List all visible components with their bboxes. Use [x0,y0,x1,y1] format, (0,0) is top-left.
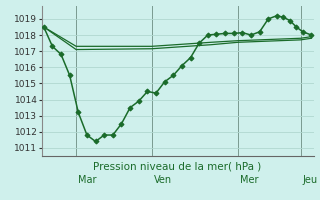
Text: Mar: Mar [78,175,97,185]
Text: Jeu: Jeu [303,175,318,185]
X-axis label: Pression niveau de la mer( hPa ): Pression niveau de la mer( hPa ) [93,162,262,172]
Text: Mer: Mer [240,175,259,185]
Text: Ven: Ven [154,175,172,185]
